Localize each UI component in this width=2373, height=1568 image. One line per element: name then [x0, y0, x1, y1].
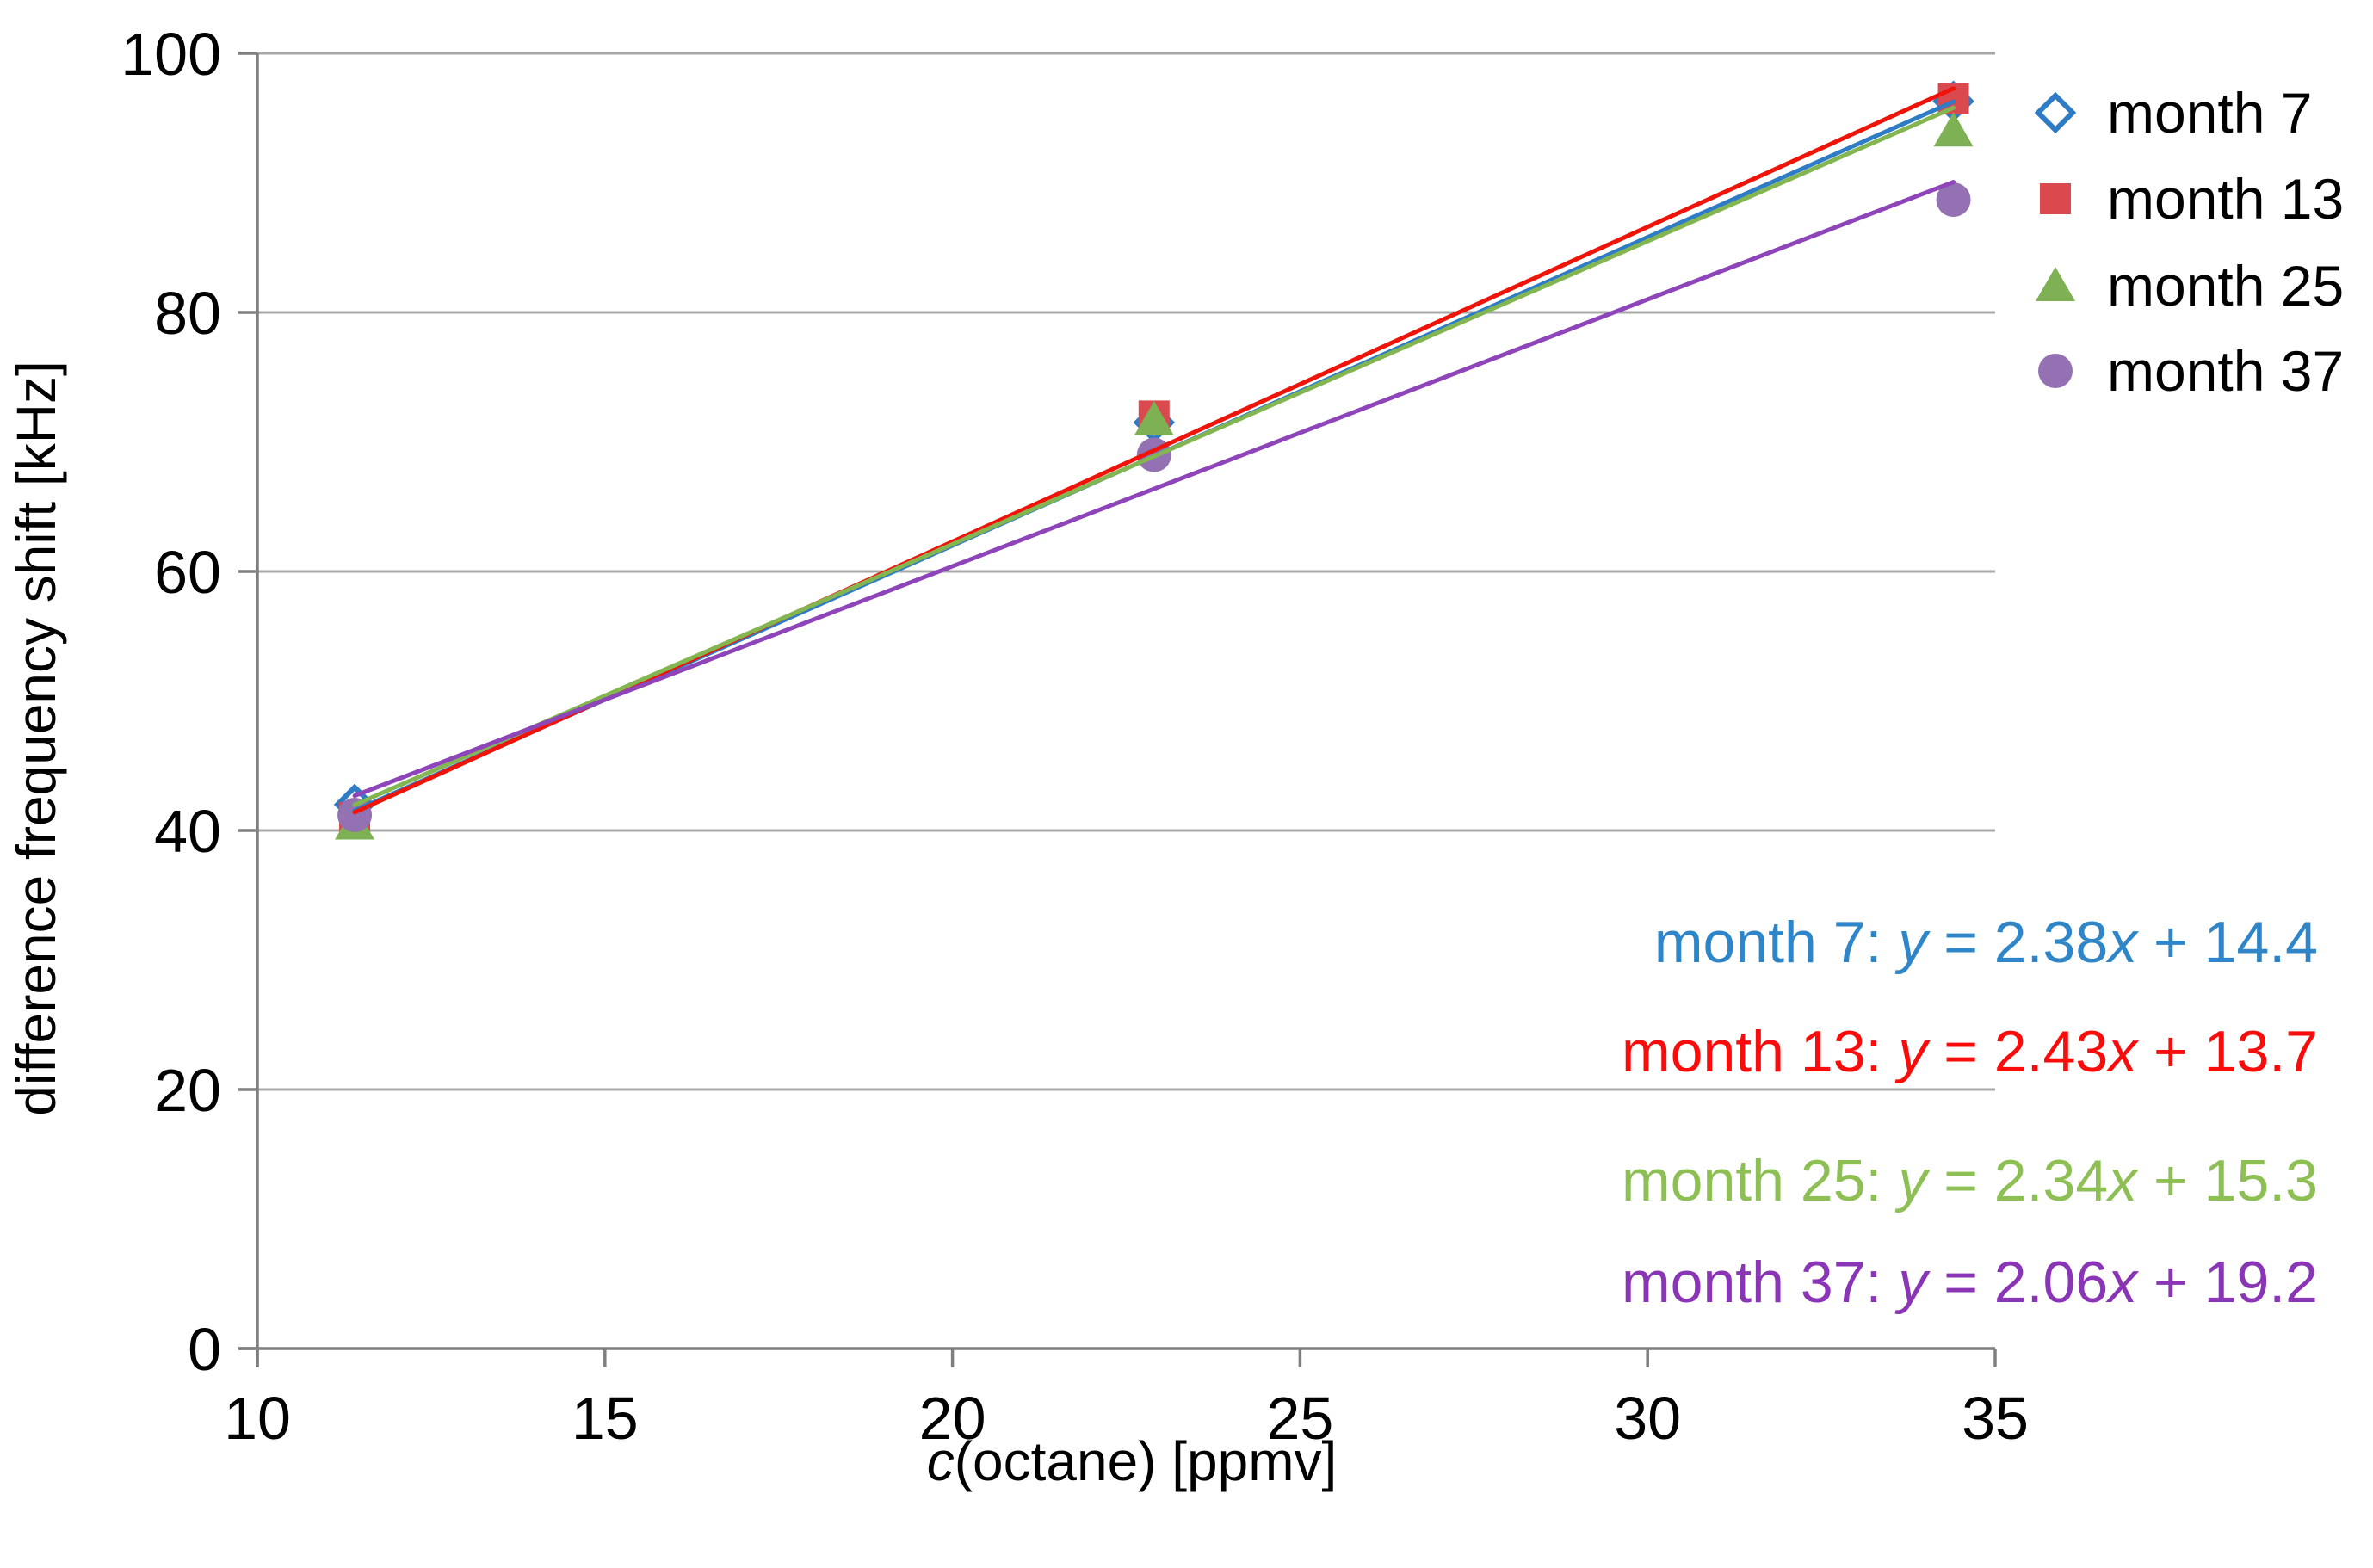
x-tick-label-25: 25	[1266, 1385, 1333, 1452]
equation-part: x	[2108, 1250, 2138, 1315]
equation-part: + 13.7	[2137, 1019, 2318, 1084]
equation-part: y	[1898, 1250, 1928, 1315]
equation-month-25: month 25: y = 2.34x + 15.3	[1622, 1141, 2318, 1220]
data-marker-month-25-point-3	[1933, 112, 1974, 147]
equation-part: + 15.3	[2137, 1148, 2318, 1213]
trendline-month-25	[352, 105, 1956, 807]
y-tick-label-80: 80	[154, 280, 221, 347]
x-axis-title: c(octane) [ppmv]	[927, 1429, 1338, 1493]
y-tick-label-100: 100	[121, 21, 221, 88]
y-tick-label-0: 0	[188, 1316, 221, 1383]
equation-part: x	[2108, 1148, 2138, 1213]
equation-part: + 14.4	[2137, 910, 2318, 975]
equation-part: month 7:	[1653, 910, 1899, 975]
equation-part: y	[1898, 1019, 1928, 1084]
x-tick-label-20: 20	[919, 1385, 986, 1452]
x-tick-label-10: 10	[224, 1385, 291, 1452]
y-tick-label-20: 20	[154, 1057, 221, 1124]
equation-part: = 2.06	[1927, 1250, 2109, 1315]
y-axis-title: difference frequency shift [kHz]	[5, 361, 67, 1116]
legend-marker-shape-month-37	[2038, 354, 2073, 388]
x-axis-title-italic-c: c	[926, 1430, 955, 1492]
legend-label-month-37: month 37	[2107, 339, 2345, 403]
equation-month-13: month 13: y = 2.43x + 13.7	[1622, 1012, 2318, 1091]
equation-part: x	[2108, 910, 2138, 975]
equation-part: month 25:	[1622, 1148, 1899, 1213]
trendline-month-37	[352, 180, 1956, 799]
y-tick-label-40: 40	[154, 798, 221, 865]
legend-label-month-25: month 25	[2107, 254, 2345, 318]
legend-square-icon	[2040, 183, 2071, 214]
x-tick-label-30: 30	[1614, 1385, 1681, 1452]
equation-part: x	[2108, 1019, 2138, 1084]
equation-part: month 37:	[1622, 1250, 1899, 1315]
legend-item-month-7: month 7	[2028, 70, 2312, 156]
x-tick-label-35: 35	[1962, 1385, 2029, 1452]
equation-part: y	[1898, 910, 1928, 975]
x-tick-label-15: 15	[572, 1385, 639, 1452]
legend-marker-shape-month-7	[2034, 91, 2077, 134]
equation-month-37: month 37: y = 2.06x + 19.2	[1622, 1243, 2318, 1322]
legend-diamond-open-icon	[2034, 91, 2077, 134]
equation-part: + 19.2	[2137, 1250, 2318, 1315]
legend-marker-shape-month-13	[2040, 183, 2071, 214]
equation-part: = 2.34	[1927, 1148, 2109, 1213]
equation-part: = 2.38	[1927, 910, 2109, 975]
data-marker-month-25-point-2	[1134, 400, 1174, 435]
equation-month-7: month 7: y = 2.38x + 14.4	[1654, 903, 2318, 982]
legend-triangle-icon	[2036, 267, 2075, 301]
legend-circle-icon	[2038, 354, 2073, 388]
equation-part: y	[1898, 1148, 1928, 1213]
legend-item-month-25: month 25	[2028, 243, 2344, 329]
y-tick-label-60: 60	[154, 539, 221, 606]
legend-item-month-37: month 37	[2028, 328, 2344, 414]
legend-label-month-7: month 7	[2107, 81, 2313, 145]
legend-label-month-13: month 13	[2107, 167, 2345, 231]
legend-marker-shape-month-25	[2036, 267, 2075, 301]
data-marker-month-37-point-3	[1936, 182, 1971, 218]
x-axis-title-rest: (octane) [ppmv]	[954, 1430, 1338, 1492]
equation-part: = 2.43	[1927, 1019, 2109, 1084]
equation-part: month 13:	[1622, 1019, 1899, 1084]
legend-item-month-13: month 13	[2028, 156, 2344, 242]
